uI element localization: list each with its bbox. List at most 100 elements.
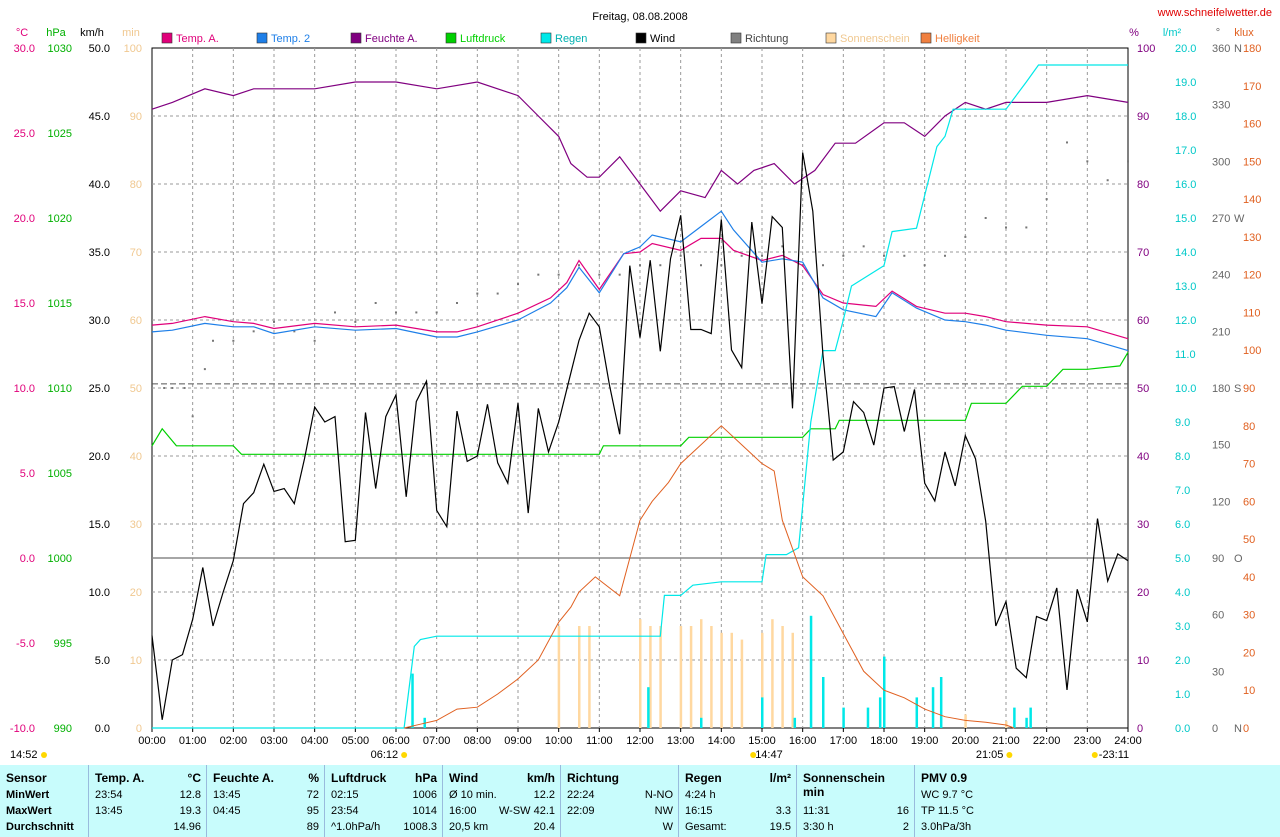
direction-point: [163, 387, 166, 389]
pressure-axis-tick-label: 1015: [48, 298, 72, 310]
wind-axis-tick-label: 20.0: [89, 451, 110, 463]
x-tick-label: 11:00: [586, 735, 613, 747]
legend-swatch: [350, 32, 362, 44]
direction-point: [1045, 198, 1048, 201]
rain-bar: [1013, 707, 1016, 728]
rain-bar: [866, 707, 870, 728]
humidity-min-time: 13:45: [213, 789, 241, 801]
series-line-temp-a: [151, 237, 1129, 340]
legend-label: Feuchte A.: [365, 33, 418, 45]
rain-axis-tick-label: 8.0: [1175, 451, 1190, 463]
pressure-max-value: 1014: [412, 805, 437, 817]
summary-direction: Richtung 22:24 N-NO 22:09 NW W: [560, 765, 679, 837]
sunshine-max-value: 16: [896, 805, 909, 817]
direction-point: [720, 264, 723, 267]
rain-axis-tick-label: 5.0: [1175, 553, 1190, 565]
series-line-feuchte-a: [151, 81, 1129, 213]
direction-point: [1066, 141, 1068, 144]
direction-point: [639, 264, 641, 267]
direction-max-time: 22:09: [567, 805, 595, 817]
direction-point: [1086, 160, 1089, 163]
direction-point: [212, 339, 214, 342]
moon-mark-a-icon: [750, 752, 757, 758]
sunshine-axis-tick-label: 20: [130, 587, 142, 599]
sunshine-bar: [639, 619, 642, 728]
direction-point: [1106, 179, 1109, 182]
x-tick-label: 08:00: [464, 735, 492, 747]
sunshine-bar: [649, 626, 652, 728]
sunshine-avg-value: 2: [902, 821, 909, 833]
rain-bar: [883, 656, 886, 728]
legend-label: Wind: [650, 33, 675, 45]
rain-bar: [1029, 707, 1032, 728]
wind-max-time: 16:00: [449, 805, 477, 817]
rain-header: Regen: [685, 771, 722, 785]
direction-axis-tick-label: 30: [1212, 666, 1224, 678]
humidity-max-value: 95: [306, 805, 319, 817]
x-tick-label: 10:00: [545, 735, 573, 747]
series-line-luftdruck: [151, 351, 1129, 455]
direction-min-value: N-NO: [644, 789, 673, 801]
rain-bar: [411, 673, 414, 728]
series-line-regen: [152, 64, 1128, 729]
sunshine-bar: [679, 626, 683, 728]
sunshine-bar: [700, 619, 703, 728]
legend-label: Helligkeit: [935, 33, 980, 45]
sunset-label: 21:05: [976, 749, 1004, 761]
legend-label: Sonnenschein: [840, 33, 910, 45]
row-label-max: MaxWert: [6, 805, 52, 817]
series-line-wind: [151, 152, 1129, 720]
temp-min-time: 23:54: [95, 789, 123, 801]
lux-axis-tick-label: 30: [1243, 610, 1255, 622]
lux-axis-tick-label: 100: [1243, 345, 1261, 357]
legend-swatch: [540, 32, 552, 44]
pressure-axis-tick-label: 995: [54, 638, 72, 650]
pressure-axis-tick-label: 1025: [48, 128, 72, 140]
lux-axis-tick-label: 10: [1243, 685, 1255, 697]
rain-axis-tick-label: 14.0: [1175, 247, 1196, 259]
humidity-axis-tick-label: 40: [1137, 451, 1149, 463]
summary-rain: Regen l/m² 4:24 h 16:15 3.3 Gesamt: 19.5: [678, 765, 797, 837]
wind-max-value: W-SW 42.1: [498, 805, 555, 817]
direction-point: [862, 245, 865, 248]
humidity-axis-tick-label: 0: [1137, 723, 1143, 735]
rain-axis-tick-label: 20.0: [1175, 43, 1196, 55]
temp-axis-tick-label: 15.0: [14, 298, 35, 310]
temp-axis-tick-label: -5.0: [16, 638, 35, 650]
rain-axis-tick-label: 18.0: [1175, 111, 1196, 123]
x-tick-label: 15:00: [748, 735, 776, 747]
x-tick-label: 09:00: [504, 735, 532, 747]
x-tick-label: 18:00: [870, 735, 898, 747]
direction-axis-tick-label: 60: [1212, 610, 1224, 622]
temp-axis-tick-label: 0.0: [20, 553, 35, 565]
legend-label: Luftdruck: [460, 33, 506, 45]
lux-axis-unit: klux: [1234, 27, 1254, 39]
direction-point: [883, 254, 885, 257]
x-tick-label: 17:00: [830, 735, 858, 747]
direction-point: [964, 235, 967, 238]
direction-point: [679, 254, 682, 257]
lux-axis-tick-label: 0: [1243, 723, 1249, 735]
rain-bar: [793, 717, 797, 728]
rain-axis-tick-label: 0.0: [1175, 723, 1190, 735]
direction-axis-tick-label: 330: [1212, 100, 1230, 112]
direction-point: [415, 311, 418, 314]
humidity-axis-tick-label: 10: [1137, 655, 1149, 667]
x-tick-label: 06:00: [382, 735, 410, 747]
wind-unit: km/h: [526, 771, 555, 785]
sunshine-bar: [710, 626, 713, 728]
pressure-axis-tick-label: 1005: [48, 468, 72, 480]
rain-axis-tick-label: 7.0: [1175, 485, 1190, 497]
rain-axis-tick-label: 10.0: [1175, 383, 1196, 395]
series-line-temp-2: [151, 210, 1129, 352]
pressure-axis-tick-label: 1030: [48, 43, 72, 55]
temp-axis-tick-label: -10.0: [10, 723, 35, 735]
temp-axis-unit: °C: [16, 27, 28, 39]
pressure-unit: hPa: [414, 771, 437, 785]
humidity-axis-tick-label: 30: [1137, 519, 1149, 531]
sunshine-bar: [659, 626, 662, 728]
sunshine-axis-tick-label: 0: [136, 723, 142, 735]
direction-point: [1127, 160, 1129, 163]
lux-axis-tick-label: 180: [1243, 43, 1261, 55]
direction-point: [456, 302, 458, 304]
